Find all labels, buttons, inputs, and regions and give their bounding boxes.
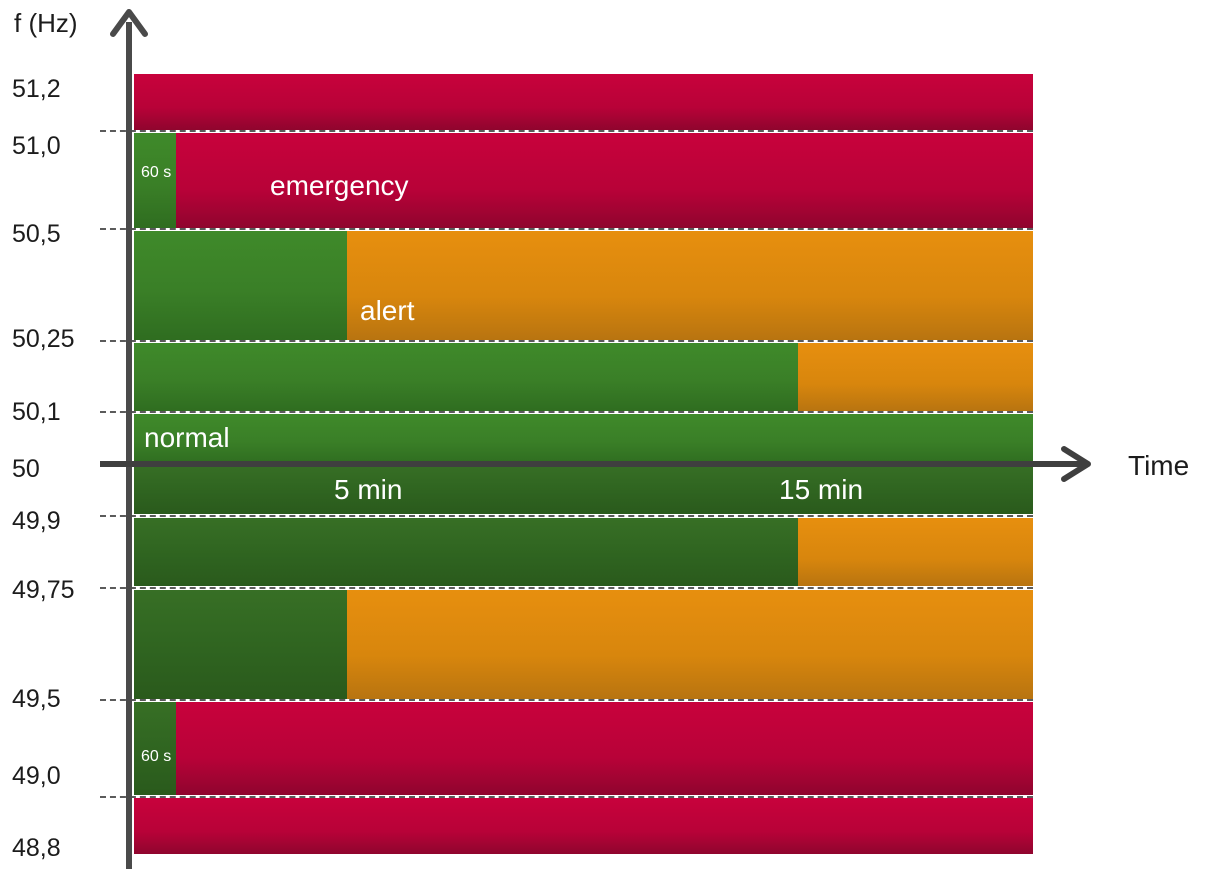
band-normal-upper-15min bbox=[134, 343, 798, 411]
y-tick-label: 49,75 bbox=[12, 576, 75, 604]
grid-line-49-5 bbox=[100, 699, 1033, 701]
y-axis-ghost-label: 60 s bbox=[146, 47, 181, 67]
grid-line-50-1 bbox=[100, 411, 1033, 413]
band-emergency-lower bbox=[176, 702, 1033, 795]
band-alert-lower-late bbox=[798, 518, 1033, 586]
y-tick-label: 51,2 bbox=[12, 75, 61, 103]
x-tick-label-15min: 15 min bbox=[779, 474, 864, 505]
band-normal-upper-5min bbox=[134, 231, 347, 340]
y-tick-label: 50,5 bbox=[12, 220, 61, 248]
grid-line-49-75 bbox=[100, 587, 1033, 589]
grid-line-50-25 bbox=[100, 340, 1033, 342]
grid-line-51-0 bbox=[100, 130, 1033, 132]
band-alert-upper bbox=[347, 231, 1033, 340]
y-axis-arrowhead bbox=[110, 9, 148, 37]
lower-60s-label: 60 s bbox=[141, 748, 172, 765]
band-alert-lower bbox=[347, 590, 1033, 699]
emergency-label: emergency bbox=[270, 170, 409, 201]
y-tick-label: 49,0 bbox=[12, 762, 61, 790]
x-tick-label-5min: 5 min bbox=[334, 474, 403, 505]
y-tick-label: 50 bbox=[12, 455, 40, 483]
band-normal-lower-15min bbox=[134, 518, 798, 586]
y-tick-label: 49,5 bbox=[12, 685, 61, 713]
band-normal-center-lower bbox=[134, 464, 1033, 514]
normal-label: normal bbox=[144, 422, 230, 453]
x-axis-title: Time bbox=[1128, 450, 1190, 481]
band-normal-60s-upper bbox=[134, 133, 176, 228]
band-normal-center-upper bbox=[134, 414, 1033, 464]
grid-line-49-9 bbox=[100, 515, 1033, 517]
x-axis-arrowhead bbox=[1061, 446, 1091, 482]
band-normal-lower-5min bbox=[134, 590, 347, 699]
band-emergency-bottom bbox=[134, 798, 1033, 854]
grid-line-49-0 bbox=[100, 796, 1033, 798]
y-tick-label: 49,9 bbox=[12, 507, 61, 535]
alert-label: alert bbox=[360, 295, 415, 326]
y-tick-label: 50,1 bbox=[12, 398, 61, 426]
y-tick-label: 51,0 bbox=[12, 132, 61, 160]
upper-60s-label: 60 s bbox=[141, 164, 172, 181]
band-emergency-upper bbox=[176, 133, 1033, 228]
band-alert-upper-late bbox=[798, 343, 1033, 411]
grid-line-50-5 bbox=[100, 228, 1033, 230]
band-emergency-top bbox=[134, 74, 1033, 130]
y-tick-label: 48,8 bbox=[12, 834, 61, 862]
y-tick-label: 50,25 bbox=[12, 325, 75, 353]
band-normal-60s-lower bbox=[134, 702, 176, 795]
y-axis-title: f (Hz) bbox=[14, 8, 78, 38]
